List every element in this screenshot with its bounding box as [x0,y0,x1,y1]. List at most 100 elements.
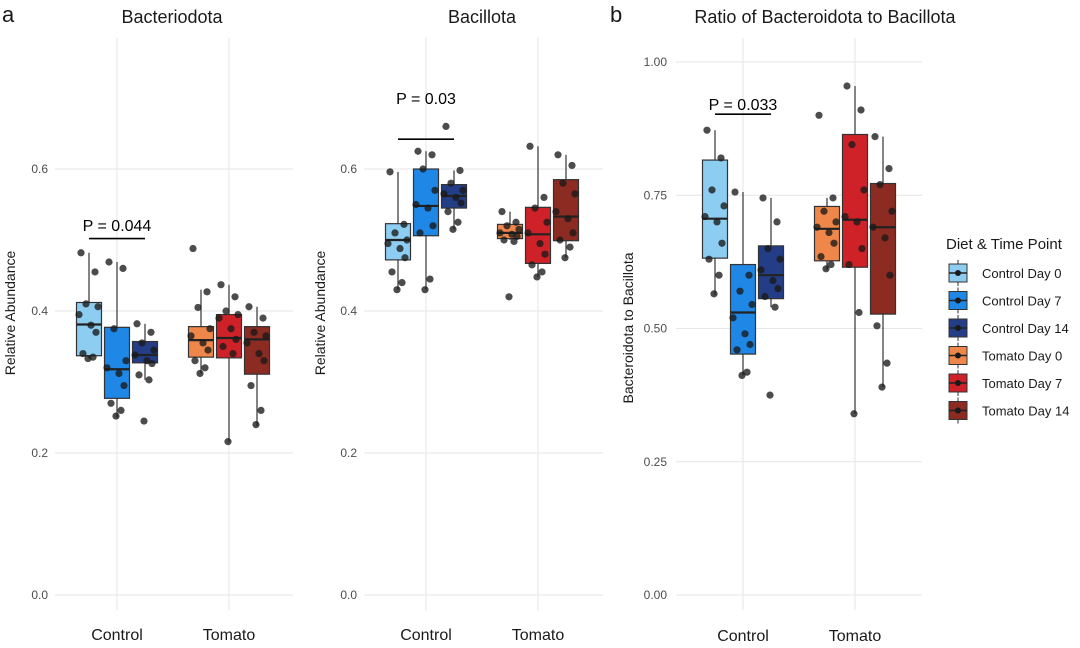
panel-b-letter: b [610,2,622,27]
bacteriodota-data-point [92,328,100,336]
bacillota-data-point [398,279,406,287]
bacteriodota-y-tick-label: 0.2 [31,446,48,460]
bacteriodota-data-point [227,325,235,333]
bacteriodota-box-tomato-day-7 [215,281,243,446]
bacteriodota-p-value: P = 0.044 [83,218,152,235]
bacillota-data-point [456,166,464,175]
bacillota-data-point [447,179,455,187]
bacteriodota-data-point [201,364,209,372]
legend: Diet & Time Point Control Day 0 Control D… [946,236,1069,424]
bacillota-data-point [459,186,467,194]
ratio-y-tick-label: 0.75 [644,188,668,202]
bacillota-data-point [528,261,536,269]
bacillota-data-point [391,229,399,237]
ratio-title: Ratio of Bacteroidota to Bacillota [694,7,956,27]
bacillota-y-tick-label: 0.0 [340,588,357,602]
ratio-box-tomato-day-14 [869,133,897,391]
bacteriodota-data-point [196,369,204,378]
bacillota-data-point [569,229,577,237]
bacteriodota-data-point [259,314,267,322]
bacteriodota-box-control-day-7 [103,258,131,420]
bacillota-grid [364,38,603,610]
bacillota-box-tomato-day-7 [524,142,552,281]
bacillota-data-point [396,244,404,253]
ratio-data-point [718,239,726,247]
ratio-data-point [701,212,709,221]
bacteriodota-data-point [120,381,128,390]
ratio-data-point [708,186,716,194]
bacteriodota-data-point [215,314,223,322]
ratio-data-point [858,244,866,253]
bacillota-box-control-day-7 [412,147,440,294]
ratio-data-point [764,244,772,253]
bacillota-y-tick-label: 0.2 [340,446,357,460]
bacteriodota-data-point [224,438,232,446]
bacteriodota-data-point [103,364,111,372]
legend-key-point [955,380,961,386]
bacillota-panel: Bacillota Relative Abundance P = 0.03 Co… [312,7,603,644]
ratio-box-tomato-day-0 [813,111,841,273]
bacillota-data-point [419,165,427,173]
bacillota-y-axis-label: Relative Abundance [312,251,328,376]
bacillota-data-point [429,222,437,230]
bacteriodota-y-tick-label: 0.0 [31,588,48,602]
ratio-data-point [715,271,723,279]
ratio-data-point [886,271,894,279]
ratio-data-point [832,218,840,226]
bacillota-data-point [559,179,567,187]
ratio-data-point [771,303,779,311]
ratio-data-point [888,207,896,215]
ratio-y-tick-label: 0.00 [644,588,668,602]
panel-a-letter: a [2,2,15,27]
ratio-data-point [774,284,782,293]
bacteriodota-data-point [245,303,253,311]
bacillota-data-point [444,208,452,216]
bacteriodota-y-axis-label: Relative Abundance [2,251,18,376]
bacillota-box-tomato-day-14 [552,151,580,262]
ratio-y-tick-label: 0.50 [644,322,668,336]
ratio-data-point [853,218,861,226]
ratio-data-point [736,287,744,295]
ratio-box-control-day-0 [701,126,729,298]
bacteriodota-data-point [133,320,141,328]
bacteriodota-x-tick-tomato: Tomato [203,627,256,644]
legend-key-point [955,270,961,276]
ratio-data-point [883,359,891,367]
bacillota-data-point [424,204,432,212]
legend-label: Tomato Day 0 [982,349,1062,364]
ratio-data-point [845,260,853,269]
bacillota-data-point [388,268,396,276]
ratio-data-point [720,202,728,210]
legend-label: Tomato Day 14 [982,404,1069,419]
bacteriodota-data-point [119,264,127,272]
ratio-data-point [748,300,756,309]
ratio-data-point [757,266,765,274]
legend-item-tomato-day-14: Tomato Day 14 [948,397,1069,424]
bacteriodota-panel: Bacteriodota Relative Abundance P = 0.04… [2,7,293,644]
legend-key-point [955,325,961,331]
bacteriodota-data-point [250,328,258,336]
bacteriodota-data-point [77,249,85,257]
bacillota-title: Bacillota [448,7,517,27]
bacillota-data-point [403,236,411,244]
legend-item-control-day-14: Control Day 14 [948,315,1069,341]
bacillota-data-point [552,208,560,216]
bacillota-data-point [571,190,579,198]
bacteriodota-data-point [204,346,212,354]
bacteriodota-data-point [234,310,242,319]
ratio-box-rect [869,182,897,315]
bacillota-data-point [421,286,429,294]
bacteriodota-data-point [257,406,265,414]
bacillota-data-point [556,236,564,244]
ratio-p-value: P = 0.033 [709,97,778,114]
ratio-data-point [769,276,777,285]
bacillota-data-point [541,250,549,258]
bacteriodota-box-control-day-0 [75,249,103,363]
bacillota-data-point [526,142,534,150]
ratio-data-point [876,180,884,189]
ratio-y-tick-label: 1.00 [644,55,668,69]
ratio-data-point [705,255,713,263]
ratio-box-tomato-day-7 [841,82,869,418]
bacteriodota-data-point [247,381,255,390]
bacillota-data-point [426,275,434,283]
